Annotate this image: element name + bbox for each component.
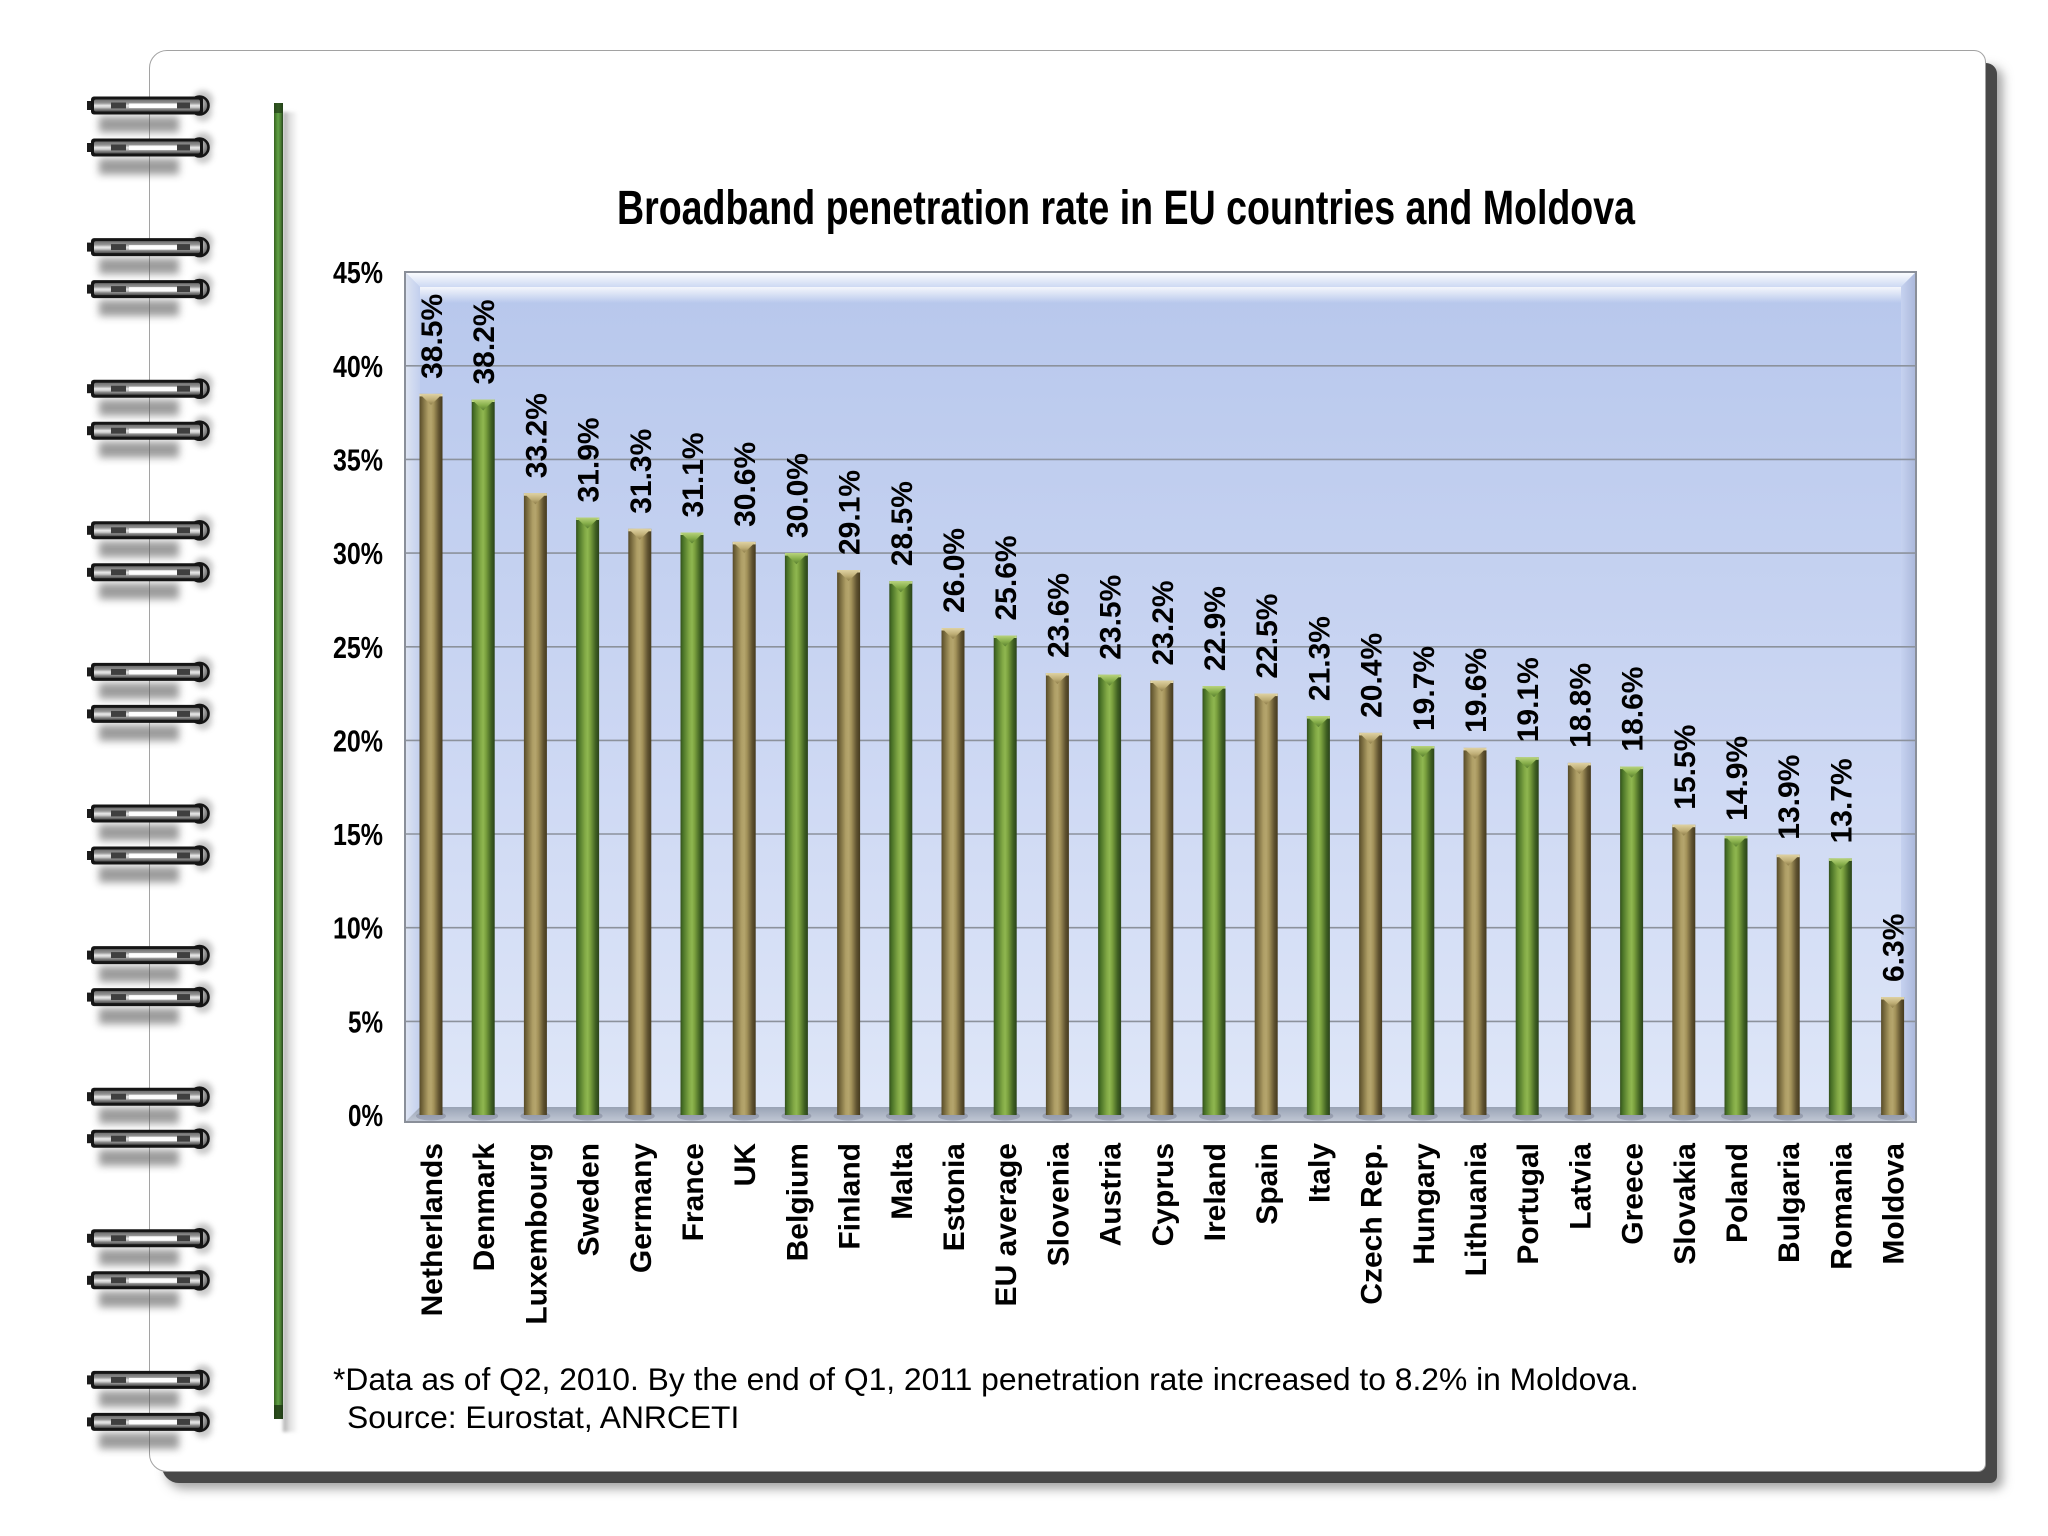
svg-text:Source: Eurostat, ANRCETI: Source: Eurostat, ANRCETI [347,1399,739,1435]
svg-text:Denmark: Denmark [468,1143,501,1272]
svg-text:18.6%: 18.6% [1617,667,1650,752]
svg-text:45%: 45% [333,255,383,290]
svg-text:25%: 25% [333,630,383,665]
svg-text:Austria: Austria [1095,1143,1128,1247]
svg-text:Broadband penetration rate in: Broadband penetration rate in EU countri… [617,182,1635,235]
svg-text:19.1%: 19.1% [1512,657,1545,742]
svg-text:0%: 0% [348,1098,383,1133]
svg-text:18.8%: 18.8% [1564,663,1597,748]
svg-text:20%: 20% [333,723,383,758]
svg-text:Greece: Greece [1617,1143,1650,1245]
svg-text:29.1%: 29.1% [834,470,867,555]
svg-text:28.5%: 28.5% [886,481,919,566]
svg-text:Ireland: Ireland [1199,1143,1232,1241]
svg-text:Germany: Germany [625,1143,658,1273]
svg-text:30.0%: 30.0% [781,453,814,538]
svg-text:25.6%: 25.6% [990,535,1023,620]
svg-text:Italy: Italy [1303,1143,1336,1203]
svg-text:Belgium: Belgium [781,1143,814,1261]
svg-text:Poland: Poland [1721,1143,1754,1243]
svg-text:France: France [677,1143,710,1241]
svg-text:Finland: Finland [834,1143,867,1250]
svg-text:23.5%: 23.5% [1095,575,1128,660]
svg-text:Czech Rep.: Czech Rep. [1356,1143,1389,1305]
svg-text:19.6%: 19.6% [1460,648,1493,733]
svg-text:EU average: EU average [990,1143,1023,1306]
svg-text:Hungary: Hungary [1408,1143,1441,1265]
svg-text:30.6%: 30.6% [729,442,762,527]
svg-text:Latvia: Latvia [1564,1143,1597,1230]
svg-text:15%: 15% [333,817,383,852]
svg-text:31.3%: 31.3% [625,429,658,514]
svg-text:Estonia: Estonia [938,1143,971,1252]
svg-text:13.7%: 13.7% [1825,758,1858,843]
svg-text:6.3%: 6.3% [1878,914,1911,982]
svg-text:Luxembourg: Luxembourg [520,1143,553,1325]
svg-text:23.2%: 23.2% [1147,580,1180,665]
svg-text:38.2%: 38.2% [468,299,501,384]
svg-text:10%: 10% [333,911,383,946]
svg-text:35%: 35% [333,442,383,477]
svg-text:Moldova: Moldova [1878,1143,1911,1265]
svg-text:Slovakia: Slovakia [1669,1143,1702,1265]
svg-text:Spain: Spain [1251,1143,1284,1225]
svg-text:21.3%: 21.3% [1303,616,1336,701]
svg-text:Netherlands: Netherlands [416,1143,449,1316]
svg-text:Lithuania: Lithuania [1460,1143,1493,1277]
svg-text:30%: 30% [333,536,383,571]
svg-text:Bulgaria: Bulgaria [1773,1143,1806,1263]
svg-text:Cyprus: Cyprus [1147,1143,1180,1246]
svg-text:40%: 40% [333,349,383,384]
svg-text:19.7%: 19.7% [1408,646,1441,731]
svg-text:14.9%: 14.9% [1721,736,1754,821]
svg-text:13.9%: 13.9% [1773,755,1806,840]
svg-text:Romania: Romania [1825,1143,1858,1270]
svg-text:22.9%: 22.9% [1199,586,1232,671]
svg-text:Portugal: Portugal [1512,1143,1545,1265]
svg-text:33.2%: 33.2% [520,393,553,478]
svg-text:Sweden: Sweden [573,1143,606,1256]
svg-text:20.4%: 20.4% [1356,633,1389,718]
svg-text:38.5%: 38.5% [416,294,449,379]
svg-text:UK: UK [729,1143,762,1187]
svg-text:22.5%: 22.5% [1251,594,1284,679]
svg-text:Malta: Malta [886,1143,919,1220]
svg-text:*Data as of Q2, 2010. By the e: *Data as of Q2, 2010. By the end of Q1, … [333,1361,1639,1397]
svg-text:5%: 5% [348,1004,383,1039]
svg-text:Slovenia: Slovenia [1042,1143,1075,1267]
svg-text:26.0%: 26.0% [938,528,971,613]
svg-text:31.1%: 31.1% [677,432,710,517]
svg-text:31.9%: 31.9% [573,417,606,502]
svg-text:15.5%: 15.5% [1669,725,1702,810]
svg-text:23.6%: 23.6% [1042,573,1075,658]
